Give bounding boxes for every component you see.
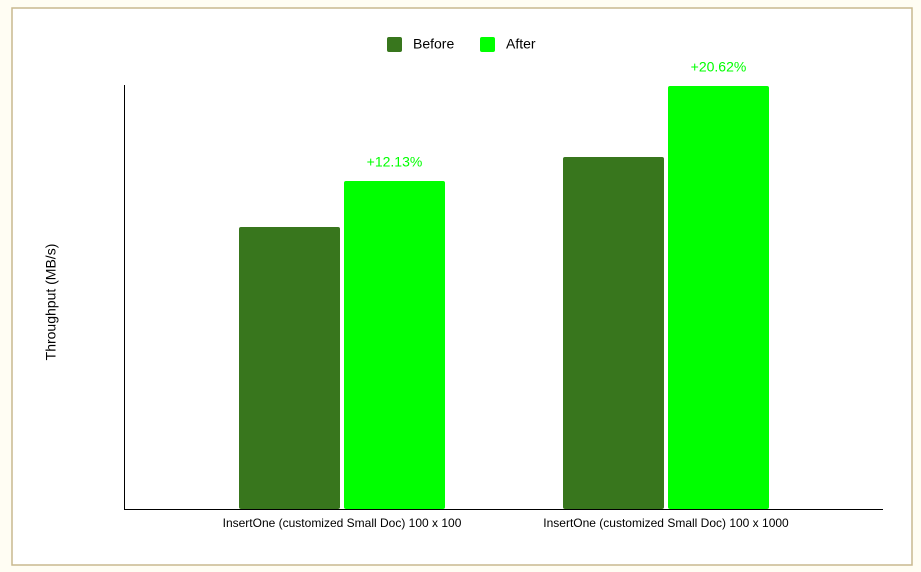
bar-annotation: +12.13%	[367, 154, 423, 170]
bar-annotation: +20.62%	[691, 59, 747, 75]
legend-label: Before	[413, 36, 454, 52]
legend-swatch	[480, 37, 495, 52]
y-axis-label: Throughput (MB/s)	[43, 244, 59, 361]
bar	[344, 181, 445, 509]
chart-frame	[11, 7, 913, 566]
legend-swatch	[387, 37, 402, 52]
bar	[239, 227, 340, 509]
x-tick-label: InsertOne (customized Small Doc) 100 x 1…	[543, 516, 789, 530]
x-tick-label: InsertOne (customized Small Doc) 100 x 1…	[223, 516, 462, 530]
legend-label: After	[506, 36, 536, 52]
bar	[563, 157, 664, 509]
bar	[668, 86, 769, 509]
